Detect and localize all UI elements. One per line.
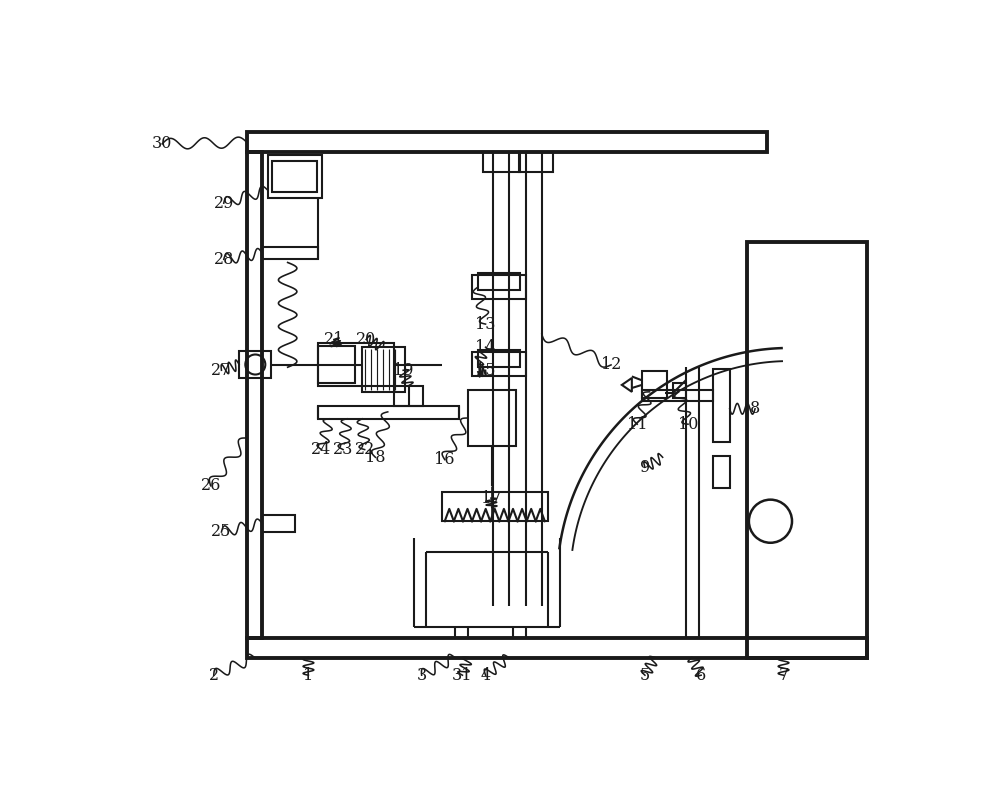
Text: 18: 18 xyxy=(365,449,386,466)
Bar xyxy=(642,390,713,401)
Text: 2: 2 xyxy=(209,667,219,684)
Text: 12: 12 xyxy=(601,356,621,374)
Bar xyxy=(272,161,317,192)
Bar xyxy=(472,352,526,377)
Text: 14: 14 xyxy=(475,339,496,355)
Bar xyxy=(262,247,318,259)
Text: 7: 7 xyxy=(778,667,789,684)
Text: 17: 17 xyxy=(481,490,501,506)
Bar xyxy=(519,152,553,173)
Bar xyxy=(642,371,666,398)
Text: 16: 16 xyxy=(434,451,455,468)
Bar xyxy=(747,242,867,657)
Text: 25: 25 xyxy=(211,523,232,541)
Bar xyxy=(673,382,686,398)
Text: 30: 30 xyxy=(152,135,172,153)
Text: 28: 28 xyxy=(214,251,234,268)
Bar xyxy=(239,351,271,378)
Text: 26: 26 xyxy=(200,477,221,494)
Text: 4: 4 xyxy=(480,667,491,684)
Text: 9: 9 xyxy=(640,459,650,476)
Bar xyxy=(318,343,394,386)
Text: 5: 5 xyxy=(640,667,650,684)
Bar xyxy=(247,638,867,657)
Bar xyxy=(247,152,262,638)
Text: 31: 31 xyxy=(452,667,473,684)
Text: 13: 13 xyxy=(475,316,496,332)
Text: 15: 15 xyxy=(475,362,496,378)
Bar xyxy=(262,515,295,532)
Text: 21: 21 xyxy=(324,331,344,348)
Text: 8: 8 xyxy=(750,401,760,417)
Bar xyxy=(268,156,322,198)
Bar xyxy=(713,369,730,442)
Bar xyxy=(394,386,423,405)
Text: 20: 20 xyxy=(356,331,376,348)
Bar xyxy=(468,390,516,446)
Bar xyxy=(247,132,767,152)
Text: 24: 24 xyxy=(311,441,332,458)
Text: 10: 10 xyxy=(678,416,698,432)
Text: 23: 23 xyxy=(333,441,353,458)
Bar xyxy=(713,456,730,488)
Text: 19: 19 xyxy=(393,362,413,378)
Text: 29: 29 xyxy=(214,195,234,211)
Bar xyxy=(318,347,355,382)
Text: 3: 3 xyxy=(417,667,427,684)
Text: 6: 6 xyxy=(696,667,706,684)
Text: 1: 1 xyxy=(303,667,314,684)
Bar xyxy=(483,152,520,173)
Bar xyxy=(318,405,459,419)
Bar xyxy=(478,351,520,367)
Bar xyxy=(472,275,526,300)
Bar xyxy=(442,492,548,522)
Text: 27: 27 xyxy=(211,362,232,378)
Text: 11: 11 xyxy=(627,416,647,432)
Bar xyxy=(362,347,405,392)
Text: 22: 22 xyxy=(355,441,375,458)
Bar xyxy=(478,273,520,290)
